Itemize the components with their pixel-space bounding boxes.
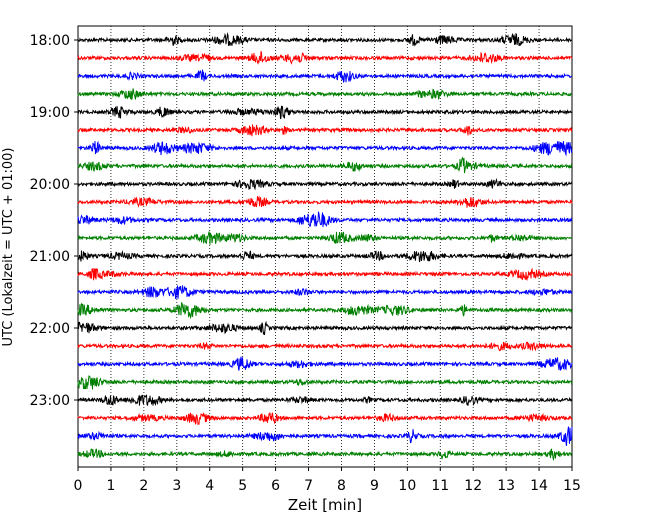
trace-1900 bbox=[77, 105, 573, 120]
trace-1845 bbox=[77, 88, 573, 101]
x-tick-label: 0 bbox=[74, 478, 83, 494]
trace-1830 bbox=[77, 69, 573, 83]
trace-2130 bbox=[77, 285, 573, 299]
trace-2315 bbox=[77, 412, 573, 426]
x-tick-label: 4 bbox=[205, 478, 214, 494]
trace-1945 bbox=[77, 156, 573, 174]
trace-2200 bbox=[77, 320, 573, 335]
trace-1930 bbox=[77, 140, 573, 157]
x-tick-label: 15 bbox=[563, 478, 581, 494]
x-tick-label: 13 bbox=[497, 478, 515, 494]
x-tick-label: 6 bbox=[271, 478, 280, 494]
x-tick-label: 9 bbox=[370, 478, 379, 494]
y-axis-label: UTC (Lokalzeit = UTC + 01:00) bbox=[1, 148, 16, 347]
x-tick-label: 1 bbox=[106, 478, 115, 494]
y-axis-ticks: 18:00 19:00 20:00 21:00 22:00 23:00 bbox=[30, 33, 78, 409]
trace-1800 bbox=[77, 31, 573, 47]
x-tick-label: 12 bbox=[464, 478, 482, 494]
x-tick-label: 7 bbox=[304, 478, 313, 494]
x-tick-label: 8 bbox=[337, 478, 346, 494]
y-tick-label: 23:00 bbox=[30, 393, 70, 409]
trace-2215 bbox=[77, 341, 573, 352]
trace-2345 bbox=[77, 448, 573, 462]
plot-frame bbox=[77, 25, 573, 468]
x-axis-label: Zeit [min] bbox=[288, 496, 362, 514]
x-tick-label: 11 bbox=[431, 478, 449, 494]
trace-2230 bbox=[77, 356, 573, 371]
y-tick-label: 19:00 bbox=[30, 105, 70, 121]
trace-2145 bbox=[77, 302, 573, 320]
trace-2030 bbox=[77, 211, 573, 228]
y-tick-label: 22:00 bbox=[30, 321, 70, 337]
y-tick-label: 20:00 bbox=[30, 177, 70, 193]
x-tick-label: 10 bbox=[398, 478, 416, 494]
x-tick-label: 3 bbox=[172, 478, 181, 494]
trace-2300 bbox=[77, 394, 573, 407]
x-axis-ticks: 0 1 2 3 4 5 6 7 8 9 10 11 12 13 14 15 bbox=[74, 467, 581, 494]
trace-2100 bbox=[77, 250, 573, 263]
seismic-traces bbox=[77, 31, 573, 462]
trace-1915 bbox=[77, 124, 573, 137]
trace-2000 bbox=[77, 177, 573, 191]
x-tick-label: 5 bbox=[238, 478, 247, 494]
x-tick-label: 2 bbox=[139, 478, 148, 494]
trace-2115 bbox=[77, 267, 573, 281]
trace-2045 bbox=[77, 231, 573, 245]
trace-1815 bbox=[77, 50, 573, 65]
x-tick-label: 14 bbox=[530, 478, 548, 494]
trace-2015 bbox=[77, 195, 573, 208]
trace-2330 bbox=[77, 426, 573, 446]
trace-2245 bbox=[77, 375, 573, 390]
y-tick-label: 18:00 bbox=[30, 33, 70, 49]
y-tick-label: 21:00 bbox=[30, 249, 70, 265]
